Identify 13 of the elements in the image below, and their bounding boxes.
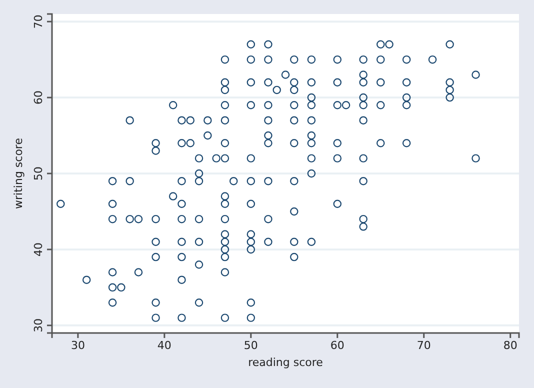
y-axis-title: writing score (12, 138, 25, 209)
y-tick-label: 30 (32, 318, 45, 332)
y-tick-label: 50 (32, 166, 45, 180)
x-tick-label: 40 (157, 338, 172, 352)
y-tick-label: 40 (32, 242, 45, 256)
x-tick-label: 70 (416, 338, 431, 352)
x-tick-label: 50 (244, 338, 258, 352)
x-axis-title: reading score (248, 356, 324, 369)
y-tick-label: 60 (32, 90, 45, 105)
y-tick-label: 70 (32, 14, 45, 29)
x-tick-label: 30 (70, 338, 85, 352)
x-tick-label: 60 (330, 338, 344, 352)
x-tick-label: 80 (503, 338, 518, 352)
